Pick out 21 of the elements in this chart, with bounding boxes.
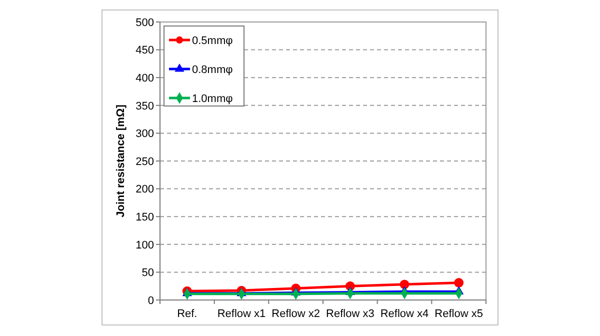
x-tick-label: Reflow x3 [326,308,374,320]
x-tick-label: Reflow x2 [272,308,320,320]
y-tick-label: 100 [136,239,154,252]
x-tick-label: Reflow x4 [380,308,429,320]
legend-label: 1.0mmφ [192,92,233,105]
x-tick-label: Reflow x5 [434,308,483,320]
y-axis-title: Joint resistance [mΩ] [115,104,127,218]
y-tick-label: 350 [136,100,154,112]
y-tick-label: 400 [136,72,154,84]
y-tick-label: 150 [136,211,154,224]
y-tick-label: 200 [136,184,154,196]
y-tick-label: 50 [142,267,154,280]
y-tick-label: 0 [148,294,154,307]
y-tick-label: 500 [136,16,154,29]
x-tick-label: Ref. [177,308,198,320]
y-tick-label: 300 [136,128,154,140]
y-tick-label: 450 [136,44,154,57]
y-tick-label: 250 [136,156,154,168]
x-tick-label: Reflow x1 [217,308,266,320]
legend-label: 0.8mmφ [192,64,233,76]
legend-label: 0.5mmφ [192,34,233,47]
